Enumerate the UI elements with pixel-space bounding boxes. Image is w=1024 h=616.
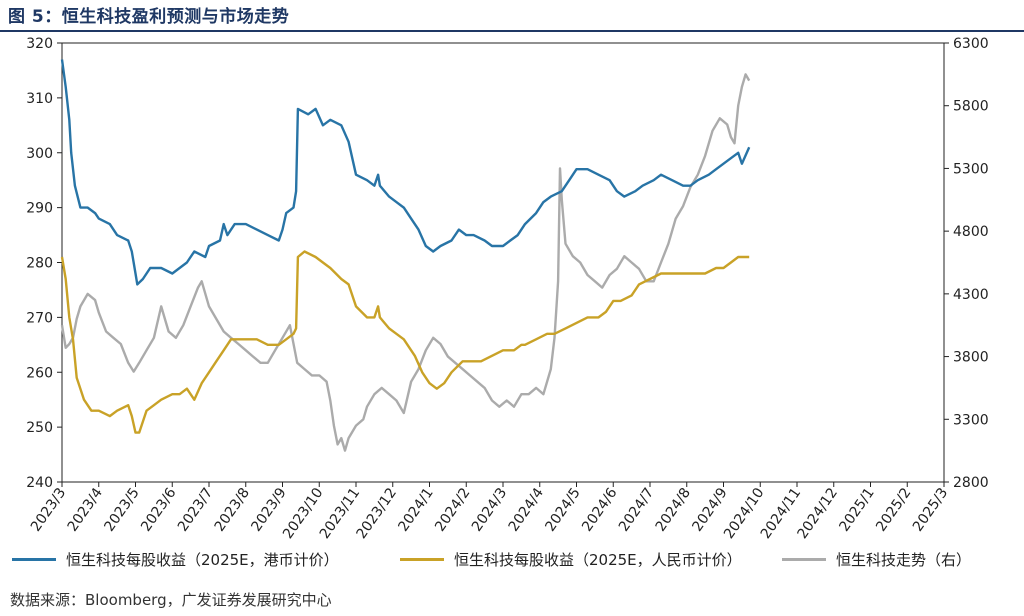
right-tick-label: 2800 xyxy=(953,475,989,491)
x-tick-label: 2025/2 xyxy=(873,485,914,535)
right-tick-label: 3300 xyxy=(953,412,989,428)
legend-item-eps-rmb: 恒生科技每股收益（2025E，人民币计价） xyxy=(400,549,742,570)
right-tick-label: 3800 xyxy=(953,350,989,366)
x-tick-label: 2024/7 xyxy=(616,485,657,535)
legend-swatch-eps-rmb xyxy=(400,558,444,561)
figure-title: 图 5：恒生科技盈利预测与市场走势 xyxy=(8,7,290,27)
plot-border xyxy=(61,42,945,483)
right-tick-label: 6300 xyxy=(953,36,989,52)
right-axis: 2800 3300 3800 4300 4800 5300 5800 6300 xyxy=(944,36,989,491)
legend-label-eps-rmb: 恒生科技每股收益（2025E，人民币计价） xyxy=(454,551,742,569)
right-tick-label: 5800 xyxy=(953,99,989,115)
legend-item-index: 恒生科技走势（右） xyxy=(782,549,971,570)
x-tick-label: 2023/3 xyxy=(28,485,69,535)
x-tick-label: 2024/4 xyxy=(506,485,547,535)
left-tick-label: 290 xyxy=(26,201,53,217)
x-tick-label: 2023/6 xyxy=(138,485,179,535)
left-tick-label: 280 xyxy=(26,256,53,272)
left-tick-label: 260 xyxy=(26,365,53,381)
left-tick-label: 270 xyxy=(26,310,53,326)
legend-label-eps-hkd: 恒生科技每股收益（2025E，港币计价） xyxy=(66,551,339,569)
series-line-eps-hkd xyxy=(60,59,751,286)
series-line-index xyxy=(60,73,751,452)
x-tick-label: 2023/5 xyxy=(101,485,142,535)
x-tick-label: 2025/3 xyxy=(910,485,951,535)
legend-swatch-eps-hkd xyxy=(12,558,56,561)
legend-item-eps-hkd: 恒生科技每股收益（2025E，港币计价） xyxy=(12,549,339,570)
source-note: 数据来源：Bloomberg，广发证券发展研究中心 xyxy=(10,591,332,609)
right-tick-label: 4300 xyxy=(953,287,989,303)
plot-area xyxy=(61,42,945,483)
legend: 恒生科技每股收益（2025E，港币计价） 恒生科技每股收益（2025E，人民币计… xyxy=(0,549,1024,575)
left-tick-label: 240 xyxy=(26,475,53,491)
legend-label-index: 恒生科技走势（右） xyxy=(836,551,972,569)
series-layer xyxy=(60,59,751,452)
x-tick-label: 2024/8 xyxy=(653,485,694,535)
left-tick-label: 250 xyxy=(26,420,53,436)
title-underline xyxy=(0,30,1024,32)
left-tick-label: 310 xyxy=(26,91,53,107)
right-tick-label: 5300 xyxy=(953,161,989,177)
series-line-eps-rmb xyxy=(60,250,750,434)
legend-swatch-index xyxy=(782,558,826,561)
x-tick-label: 2024/6 xyxy=(579,485,620,535)
x-tick-label: 2023/7 xyxy=(175,485,216,535)
left-tick-label: 300 xyxy=(26,146,53,162)
x-tick-label: 2024/3 xyxy=(469,485,510,535)
x-tick-label: 2024/5 xyxy=(542,485,583,535)
right-tick-label: 4800 xyxy=(953,224,989,240)
x-axis: 2023/32023/42023/52023/62023/72023/82023… xyxy=(28,482,951,542)
x-tick-label: 2023/8 xyxy=(212,485,253,535)
left-tick-label: 320 xyxy=(26,36,53,52)
x-tick-label: 2024/2 xyxy=(432,485,473,535)
x-tick-label: 2023/4 xyxy=(65,485,106,535)
x-tick-label: 2025/1 xyxy=(836,485,877,535)
x-tick-label: 2024/1 xyxy=(395,485,436,535)
left-axis: 240 250 260 270 280 290 300 310 320 xyxy=(26,36,62,491)
